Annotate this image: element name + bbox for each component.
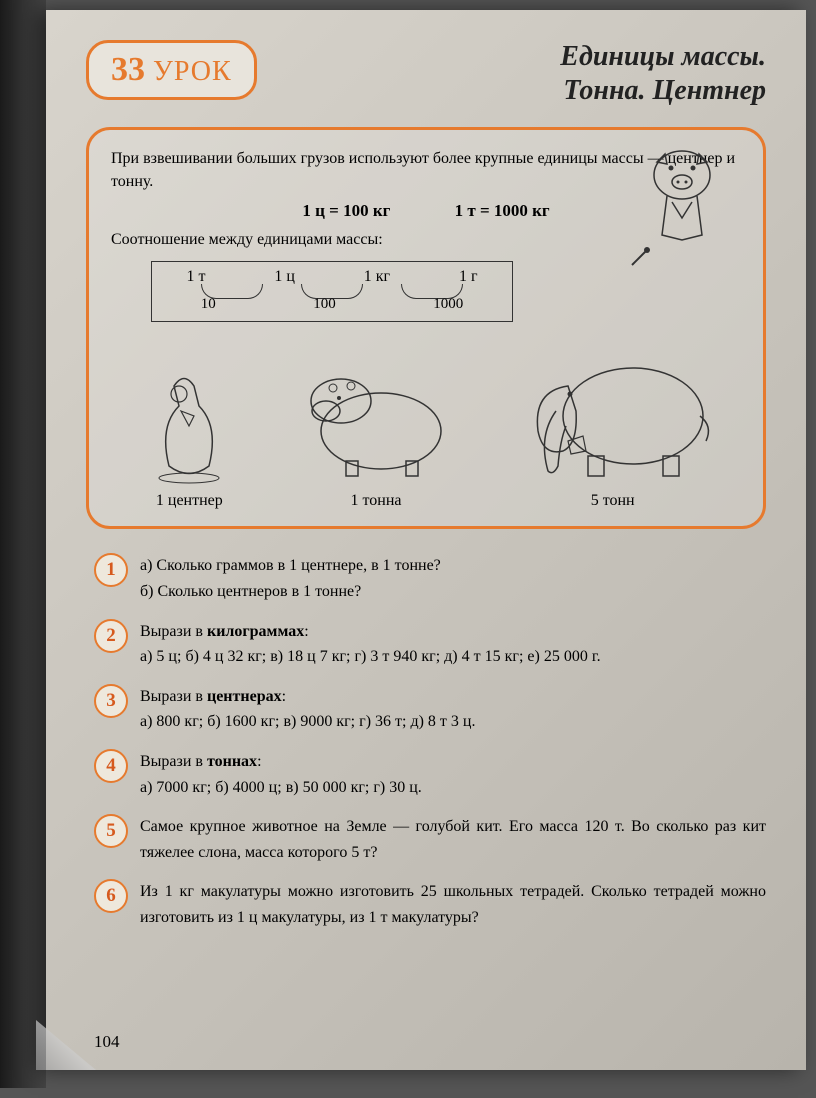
animal-label-3: 5 тонн bbox=[508, 492, 718, 510]
factor-100: 100 bbox=[313, 296, 336, 313]
sack-icon bbox=[134, 366, 244, 486]
ex2-items: а) 5 ц; б) 4 ц 32 кг; в) 18 ц 7 кг; г) 3… bbox=[140, 644, 766, 670]
exercise-number: 1 bbox=[94, 553, 128, 587]
exercise-2: 2 Вырази в килограммах: а) 5 ц; б) 4 ц 3… bbox=[94, 619, 766, 670]
pig-icon bbox=[627, 140, 737, 270]
animals-row: 1 центнер 1 тонна bbox=[111, 336, 741, 510]
exercise-number: 2 bbox=[94, 619, 128, 653]
exercise-body: а) Сколько граммов в 1 центнере, в 1 тон… bbox=[140, 553, 766, 604]
header: 33 УРОК Единицы массы. Тонна. Центнер bbox=[86, 40, 766, 107]
formula-1: 1 ц = 100 кг bbox=[302, 201, 390, 220]
info-box: При взвешивании больших грузов использую… bbox=[86, 127, 766, 529]
animal-elephant: 5 тонн bbox=[508, 336, 718, 510]
exercises: 1 а) Сколько граммов в 1 центнере, в 1 т… bbox=[86, 553, 766, 930]
title-line-1: Единицы массы. bbox=[287, 40, 766, 74]
ex4-lead: Вырази в тоннах: bbox=[140, 753, 262, 770]
exercise-6: 6 Из 1 кг макулатуры можно изготовить 25… bbox=[94, 879, 766, 930]
ex2-lead: Вырази в килограммах: bbox=[140, 623, 309, 640]
lesson-word: УРОК bbox=[153, 56, 232, 88]
formula-2: 1 т = 1000 кг bbox=[455, 201, 550, 220]
unit-c: 1 ц bbox=[274, 268, 295, 286]
ex4-items: а) 7000 кг; б) 4000 ц; в) 50 000 кг; г) … bbox=[140, 775, 766, 801]
elephant-icon bbox=[508, 336, 718, 486]
exercise-number: 5 bbox=[94, 814, 128, 848]
hippo-icon bbox=[291, 356, 461, 486]
relation-table: 1 т 1 ц 1 кг 1 г 10 100 1000 bbox=[151, 261, 513, 322]
relation-factors-row: 10 100 1000 bbox=[152, 296, 512, 313]
ex1-a: а) Сколько граммов в 1 центнере, в 1 тон… bbox=[140, 553, 766, 579]
exercise-1: 1 а) Сколько граммов в 1 центнере, в 1 т… bbox=[94, 553, 766, 604]
page-corner-fold-icon bbox=[36, 1020, 96, 1070]
page-title: Единицы массы. Тонна. Центнер bbox=[287, 40, 766, 107]
exercise-4: 4 Вырази в тоннах: а) 7000 кг; б) 4000 ц… bbox=[94, 749, 766, 800]
ex3-lead: Вырази в центнерах: bbox=[140, 688, 286, 705]
unit-kg: 1 кг bbox=[364, 268, 390, 286]
ex5-text: Самое крупное животное на Земле — голубо… bbox=[140, 814, 766, 865]
ex3-items: а) 800 кг; б) 1600 кг; в) 9000 кг; г) 36… bbox=[140, 709, 766, 735]
animal-sack: 1 центнер bbox=[134, 366, 244, 510]
exercise-number: 6 bbox=[94, 879, 128, 913]
exercise-body: Вырази в тоннах: а) 7000 кг; б) 4000 ц; … bbox=[140, 749, 766, 800]
animal-label-1: 1 центнер bbox=[134, 492, 244, 510]
pig-illustration bbox=[627, 140, 737, 270]
factor-1000: 1000 bbox=[433, 296, 463, 313]
ex6-text: Из 1 кг макулатуры можно изготовить 25 ш… bbox=[140, 879, 766, 930]
exercise-5: 5 Самое крупное животное на Земле — голу… bbox=[94, 814, 766, 865]
animal-hippo: 1 тонна bbox=[291, 356, 461, 510]
exercise-number: 4 bbox=[94, 749, 128, 783]
exercise-body: Вырази в центнерах: а) 800 кг; б) 1600 к… bbox=[140, 684, 766, 735]
factor-10: 10 bbox=[201, 296, 216, 313]
animal-label-2: 1 тонна bbox=[291, 492, 461, 510]
lesson-badge: 33 УРОК bbox=[86, 40, 257, 100]
exercise-body: Вырази в килограммах: а) 5 ц; б) 4 ц 32 … bbox=[140, 619, 766, 670]
exercise-number: 3 bbox=[94, 684, 128, 718]
page-number: 104 bbox=[94, 1032, 120, 1052]
ex1-b: б) Сколько центнеров в 1 тонне? bbox=[140, 579, 766, 605]
exercise-3: 3 Вырази в центнерах: а) 800 кг; б) 1600… bbox=[94, 684, 766, 735]
lesson-number: 33 bbox=[111, 51, 145, 89]
title-line-2: Тонна. Центнер bbox=[287, 74, 766, 108]
